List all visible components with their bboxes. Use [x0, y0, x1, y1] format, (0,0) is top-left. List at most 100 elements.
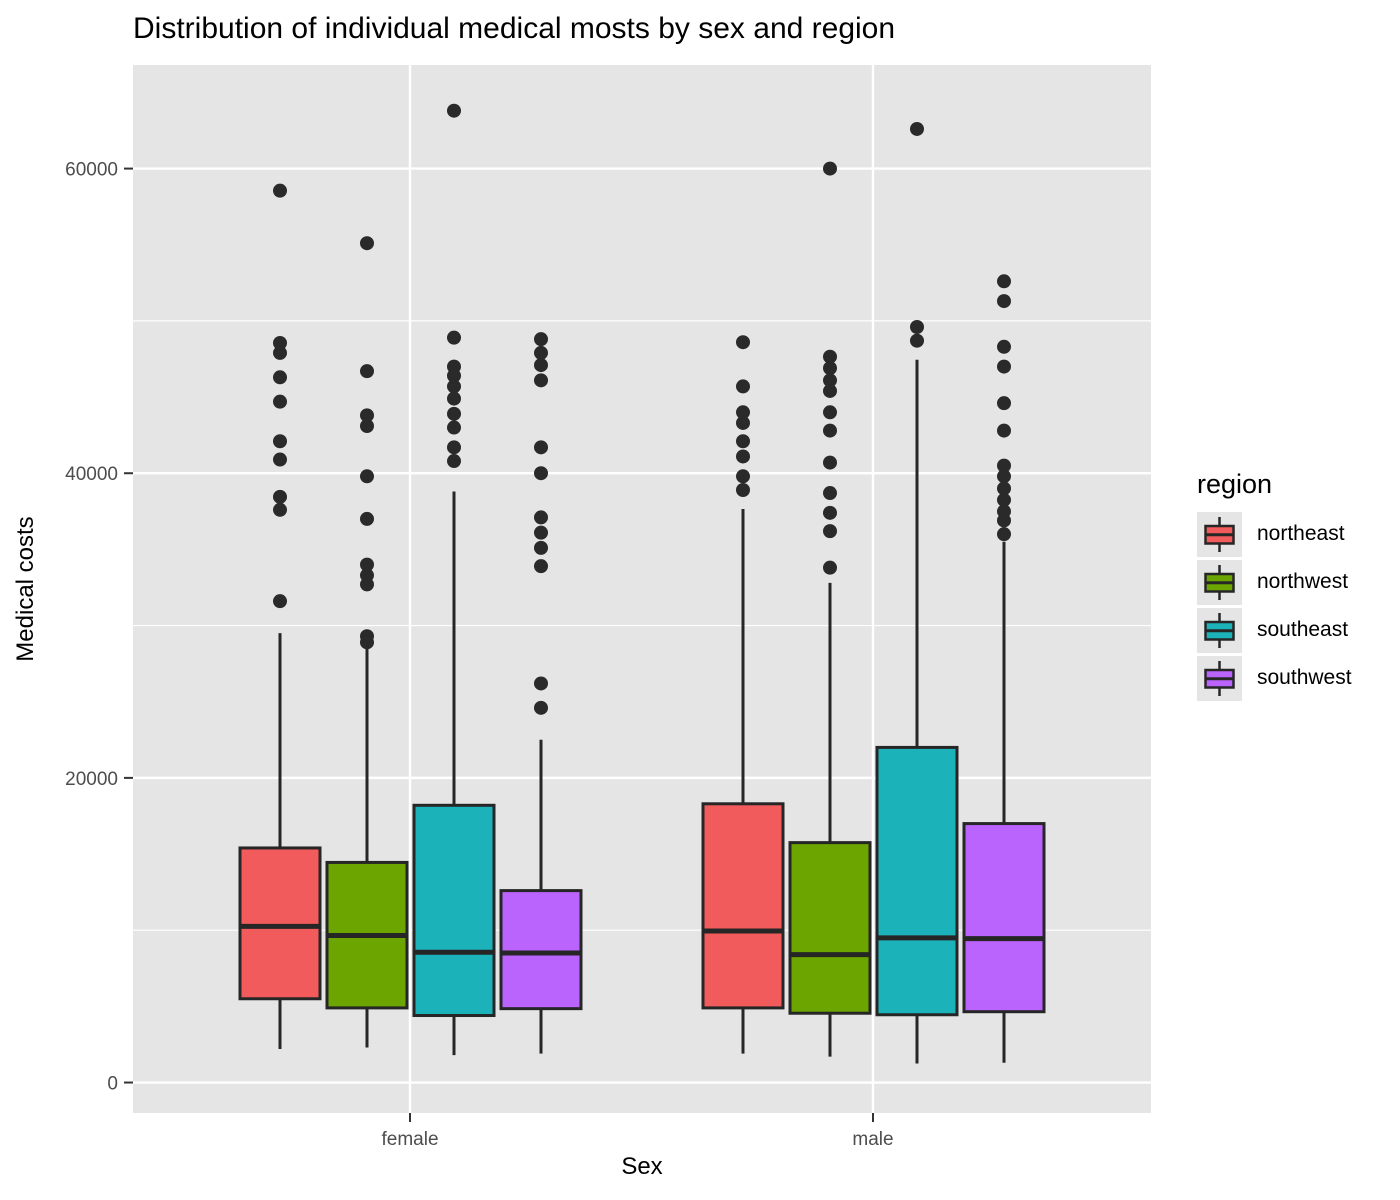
outlier-point — [823, 349, 837, 364]
boxplot-male-southeast — [875, 121, 959, 1064]
iqr-box — [962, 822, 1046, 1014]
legend-label: southwest — [1257, 666, 1352, 689]
outlier-point — [273, 345, 287, 360]
y-tick-label: 20000 — [65, 769, 118, 790]
legend-label: southeast — [1257, 618, 1349, 641]
outlier-point — [736, 434, 750, 449]
legend-item-southwest: southwest — [1197, 654, 1397, 702]
iqr-box — [788, 841, 872, 1015]
legend-key-boxplot-icon — [1197, 511, 1242, 557]
chart-title: Distribution of individual medical mosts… — [133, 12, 896, 45]
iqr-box — [238, 846, 322, 1001]
legend-key-boxplot-icon — [1197, 607, 1242, 653]
outlier-point — [447, 391, 461, 406]
legend-item-southeast: southeast — [1197, 606, 1397, 654]
outlier-point — [823, 524, 837, 539]
outlier-point — [534, 559, 548, 574]
outlier-point — [447, 330, 461, 345]
outlier-point — [447, 359, 461, 374]
outlier-point — [736, 469, 750, 484]
outlier-point — [360, 469, 374, 484]
boxplot-female-northwest — [325, 236, 409, 1048]
outlier-point — [534, 510, 548, 525]
outlier-point — [360, 408, 374, 423]
outlier-point — [273, 594, 287, 609]
outlier-point — [997, 339, 1011, 354]
outlier-point — [997, 458, 1011, 473]
legend-item-northeast: northeast — [1197, 510, 1397, 558]
y-tick-label: 40000 — [65, 464, 118, 485]
legend-key-boxplot-icon — [1197, 559, 1242, 605]
outlier-point — [534, 525, 548, 540]
outlier-point — [360, 629, 374, 644]
outlier-point — [360, 568, 374, 583]
outlier-point — [997, 423, 1011, 438]
outlier-point — [910, 333, 924, 348]
outlier-point — [823, 405, 837, 420]
outlier-point — [534, 345, 548, 360]
outlier-point — [823, 361, 837, 376]
y-tick-label: 0 — [107, 1074, 118, 1095]
outlier-point — [736, 449, 750, 464]
legend: region northeast northwest southeast southw… — [1197, 469, 1397, 702]
outlier-point — [910, 320, 924, 334]
outlier-point — [360, 511, 374, 526]
outlier-point — [360, 236, 374, 251]
outlier-point — [273, 394, 287, 409]
outlier-point — [736, 405, 750, 420]
outlier-point — [273, 183, 287, 198]
iqr-box — [412, 803, 496, 1018]
outlier-point — [447, 379, 461, 394]
outlier-point — [447, 420, 461, 435]
outlier-point — [823, 455, 837, 470]
outlier-point — [736, 415, 750, 430]
boxplot-male-northwest — [788, 161, 872, 1057]
outlier-point — [997, 492, 1011, 507]
outlier-point — [910, 121, 924, 136]
outlier-point — [534, 440, 548, 455]
legend-items: northeast northwest southeast southwest — [1197, 510, 1397, 702]
outlier-point — [823, 423, 837, 438]
outlier-point — [823, 486, 837, 501]
y-axis-title: Medical costs — [12, 516, 39, 662]
legend-label: northwest — [1257, 570, 1349, 593]
boxplot-female-northeast — [238, 183, 322, 1050]
outlier-point — [997, 504, 1011, 519]
outlier-point — [823, 161, 837, 176]
outlier-point — [534, 466, 548, 481]
outlier-point — [997, 481, 1011, 496]
boxplot-male-southwest — [962, 274, 1046, 1063]
outlier-point — [823, 373, 837, 388]
boxplot-female-southeast — [412, 103, 496, 1056]
outlier-point — [534, 700, 548, 715]
outlier-point — [823, 560, 837, 575]
legend-key-boxplot-icon — [1197, 655, 1242, 701]
iqr-box — [701, 802, 785, 1010]
x-axis-title: Sex — [621, 1153, 663, 1180]
legend-title: region — [1197, 469, 1273, 499]
outlier-point — [997, 396, 1011, 411]
outlier-point — [273, 434, 287, 449]
outlier-point — [534, 540, 548, 555]
outlier-point — [534, 358, 548, 373]
y-tick-label: 60000 — [65, 160, 118, 181]
boxplot-male-northeast — [701, 335, 785, 1054]
x-tick-label-female: female — [381, 1129, 438, 1150]
outlier-point — [534, 373, 548, 388]
x-tick-label-male: male — [852, 1129, 893, 1150]
outlier-point — [736, 335, 750, 350]
outlier-point — [360, 419, 374, 434]
outlier-point — [447, 454, 461, 469]
outlier-point — [273, 370, 287, 385]
outlier-point — [823, 383, 837, 398]
outlier-point — [360, 364, 374, 379]
iqr-box — [499, 889, 583, 1011]
outlier-point — [736, 482, 750, 497]
outlier-point — [997, 469, 1011, 484]
outlier-point — [534, 332, 548, 347]
outlier-point — [273, 335, 287, 350]
outlier-point — [273, 452, 287, 467]
outlier-point — [360, 557, 374, 572]
outlier-point — [273, 502, 287, 517]
